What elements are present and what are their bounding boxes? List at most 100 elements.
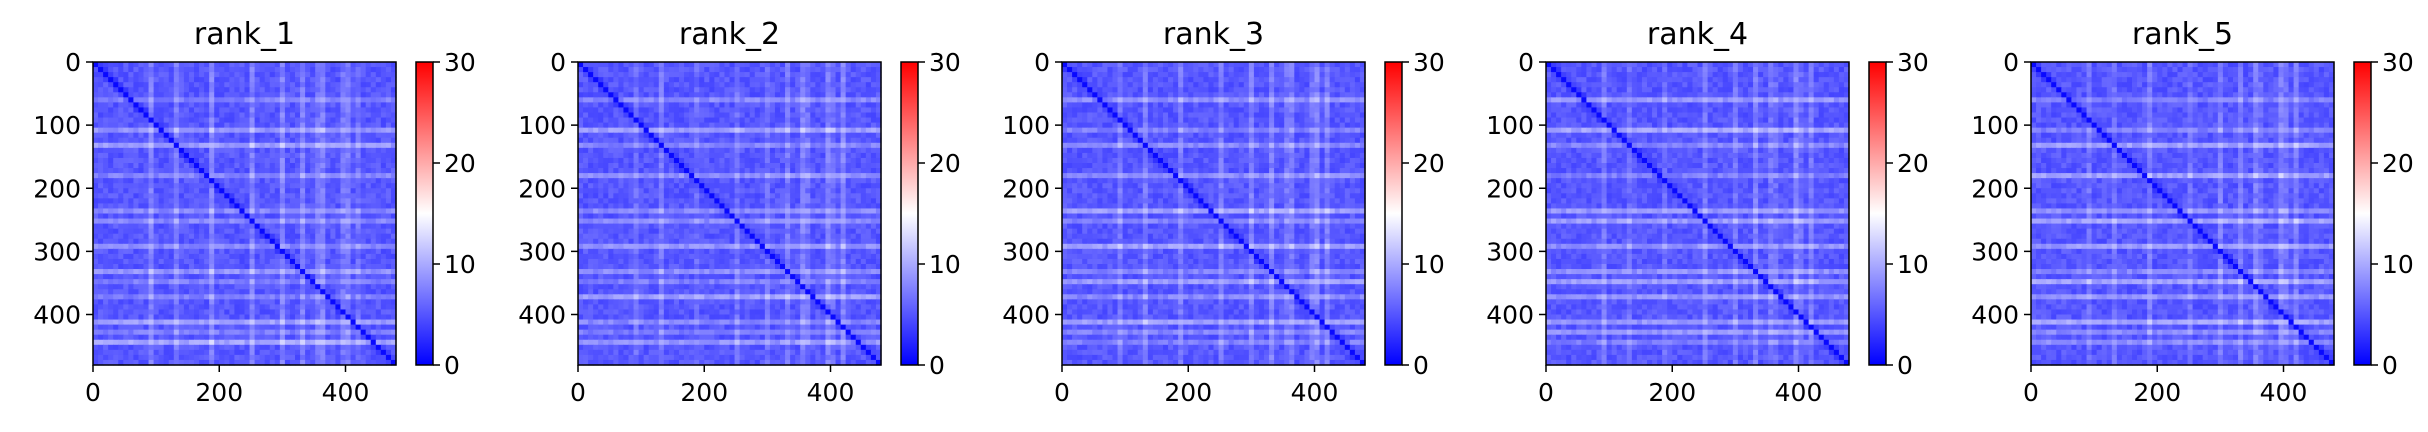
heatmap-cell <box>330 359 336 366</box>
heatmap-cell <box>113 349 119 356</box>
heatmap-cell <box>219 274 225 280</box>
heatmap-cell <box>719 168 726 174</box>
heatmap-cell <box>370 173 377 179</box>
heatmap-cell <box>194 344 200 351</box>
heatmap-cell <box>365 87 372 93</box>
heatmap-cell <box>875 62 882 68</box>
heatmap-cell <box>138 188 145 194</box>
heatmap-cell <box>653 163 660 169</box>
heatmap-cell <box>153 132 160 139</box>
heatmap-cell <box>264 168 271 174</box>
heatmap-cell <box>289 299 296 305</box>
heatmap-cell <box>158 253 165 260</box>
heatmap-cell <box>830 72 837 78</box>
heatmap-cell <box>98 324 104 331</box>
heatmap-cell <box>194 173 200 179</box>
heatmap-cell <box>138 354 145 361</box>
heatmap-cell <box>315 309 321 316</box>
heatmap-cell <box>365 92 372 98</box>
heatmap-cell <box>183 228 190 235</box>
heatmap-cell <box>138 142 145 149</box>
heatmap-cell <box>113 294 119 300</box>
heatmap-cell <box>724 132 731 139</box>
heatmap-cell <box>360 258 367 265</box>
heatmap-cell <box>764 87 771 93</box>
heatmap-cell <box>103 213 109 220</box>
heatmap-cell <box>133 122 140 129</box>
heatmap-cell <box>335 127 342 134</box>
heatmap-cell <box>178 299 185 305</box>
heatmap-cell <box>93 238 99 245</box>
heatmap-cell <box>663 107 670 114</box>
heatmap-cell <box>310 243 316 250</box>
heatmap-cell <box>320 163 326 169</box>
heatmap-cell <box>320 274 326 280</box>
heatmap-cell <box>229 339 235 346</box>
heatmap-cell <box>679 168 685 174</box>
heatmap-cell <box>830 157 837 164</box>
heatmap-cell <box>209 92 215 98</box>
heatmap-cell <box>325 304 331 311</box>
heatmap-cell <box>310 77 316 83</box>
heatmap-cell <box>785 82 791 88</box>
heatmap-cell <box>224 127 230 134</box>
heatmap-cell <box>143 324 150 331</box>
heatmap-cell <box>219 72 225 78</box>
heatmap-cell <box>355 188 362 194</box>
heatmap-cell <box>729 142 736 149</box>
heatmap-cell <box>163 354 170 361</box>
heatmap-cell <box>123 233 129 240</box>
heatmap-cell <box>204 142 210 149</box>
heatmap-cell <box>855 67 862 73</box>
heatmap-cell <box>199 117 205 124</box>
heatmap-cell <box>390 87 397 93</box>
heatmap-cell <box>315 304 321 311</box>
heatmap-cell <box>714 87 720 93</box>
heatmap-cell <box>93 218 99 225</box>
heatmap-cell <box>840 62 847 68</box>
heatmap-cell <box>214 117 220 124</box>
heatmap-cell <box>264 112 271 119</box>
heatmap-cell <box>239 344 246 351</box>
heatmap-cell <box>325 203 331 210</box>
heatmap-cell <box>108 319 114 326</box>
heatmap-cell <box>103 122 109 129</box>
heatmap-cell <box>648 168 655 174</box>
heatmap-cell <box>143 157 150 164</box>
heatmap-cell <box>239 163 246 169</box>
heatmap-cell <box>269 304 276 311</box>
heatmap-cell <box>118 107 124 114</box>
heatmap-cell <box>355 137 362 144</box>
heatmap-cell <box>790 137 796 144</box>
heatmap-cell <box>320 82 326 88</box>
heatmap-cell <box>365 213 372 220</box>
heatmap-cell <box>320 67 326 73</box>
heatmap-cell <box>118 324 124 331</box>
heatmap-cell <box>860 92 867 98</box>
heatmap-cell <box>365 354 372 361</box>
heatmap-cell <box>244 77 251 83</box>
heatmap-cell <box>103 193 109 199</box>
heatmap-cell <box>295 289 301 295</box>
heatmap-cell <box>178 178 185 184</box>
heatmap-cell <box>375 188 382 194</box>
heatmap-cell <box>390 218 397 225</box>
heatmap-cell <box>108 309 114 316</box>
heatmap-cell <box>390 193 397 199</box>
heatmap-cell <box>320 233 326 240</box>
heatmap-cell <box>295 218 301 225</box>
heatmap-cell <box>194 87 200 93</box>
heatmap-cell <box>643 102 650 109</box>
heatmap-cell <box>264 264 271 270</box>
heatmap-cell <box>355 102 362 109</box>
heatmap-cell <box>284 233 291 240</box>
heatmap-cell <box>274 188 281 194</box>
heatmap-cell <box>340 339 347 346</box>
heatmap-cell <box>729 173 736 179</box>
heatmap-cell <box>785 168 791 174</box>
heatmap-cell <box>360 163 367 169</box>
heatmap-cell <box>385 122 392 129</box>
heatmap-cell <box>93 359 99 366</box>
heatmap-cell <box>214 92 220 98</box>
heatmap-cell <box>93 152 99 159</box>
